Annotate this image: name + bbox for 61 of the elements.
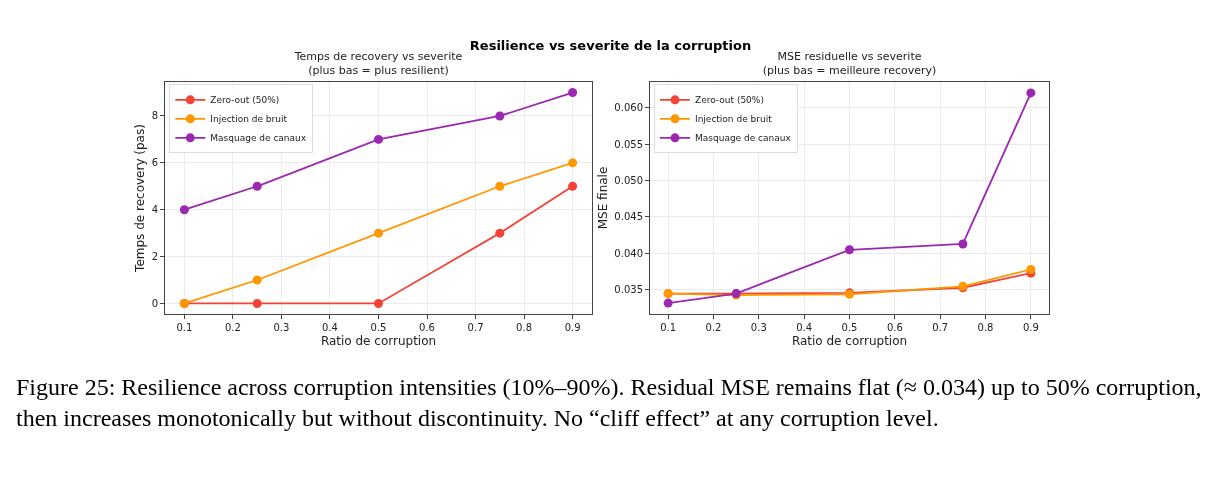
x-tick-label: 0.9 [564,322,581,333]
legend-label: Injection de bruit [210,114,288,125]
x-tick-label: 0.6 [419,322,435,333]
x-tick-label: 0.1 [176,322,193,333]
x-tick-label: 0.6 [886,322,903,333]
x-tick-label: 0.7 [932,322,949,333]
y-tick-label: 0.040 [614,247,643,259]
point [568,88,578,98]
legend-label: Zero-out (50%) [694,95,764,106]
point [568,158,578,168]
x-tick-label: 0.3 [273,322,290,333]
x-tick-label: 0.3 [750,322,767,333]
point [252,275,262,285]
y-tick-label: 0 [151,297,158,309]
x-tick-label: 0.2 [224,322,241,333]
x-tick-label: 0.4 [796,322,813,333]
point [495,181,505,191]
legend-label: Injection de bruit [694,114,773,125]
x-tick-label: 0.2 [705,322,722,333]
x-tick-label: 0.7 [467,322,484,333]
x-tick-label: 0.8 [516,322,533,333]
caption: Figure 25: Resilience across corruption intensities (10%–90%). Residual MSE remains flat (≈ 0.034) up to 50% corruption, then increases monotonically but without discontinuity. No “cliff effect” at any corruption level. [16,373,1203,433]
point [374,298,383,308]
x-tick-label: 0.9 [1022,322,1039,333]
legend-label: Masquage de canaux [210,133,307,144]
point [179,205,189,215]
text: Resilience vs severite de la corruption [469,38,752,53]
point [1026,265,1036,274]
y-tick-label: 0.050 [614,174,643,186]
x-axis-title: Ratio de corruption [320,333,437,348]
chart-title: Temps de recovery vs severite (plus bas = plus resilient) [293,49,463,78]
y-tick-label: 0.055 [614,138,643,150]
point [495,111,505,121]
x-tick-label: 0.4 [322,322,338,333]
point [568,181,578,191]
x-tick-label: 0.8 [977,322,994,333]
point [495,228,505,238]
x-axis-title: Ratio de corruption [791,333,908,348]
point [958,239,968,249]
y-tick-label: 8 [151,110,158,122]
legend-label: Masquage de canaux [694,133,792,144]
point [374,228,383,238]
y-tick-label: 2 [151,251,158,263]
y-axis-title: Temps de recovery (pas) [132,124,147,273]
point [374,134,383,144]
y-tick-label: 6 [151,157,158,169]
point [252,181,262,191]
point [252,298,262,308]
x-tick-label: 0.5 [841,322,858,333]
point [1026,88,1036,98]
x-tick-label: 0.5 [370,322,387,333]
y-tick-label: 0.045 [614,211,643,223]
point [845,245,854,255]
y-axis-title: MSE finale [595,166,610,230]
y-tick-label: 0.060 [614,102,643,114]
chart-title: MSE residuelle vs severite (plus bas = meilleure recovery) [762,49,937,78]
y-tick-label: 0.035 [614,284,643,296]
legend-label: Zero-out (50%) [210,95,280,106]
point [663,298,673,308]
y-tick-label: 4 [151,204,158,216]
x-tick-label: 0.1 [660,322,677,333]
